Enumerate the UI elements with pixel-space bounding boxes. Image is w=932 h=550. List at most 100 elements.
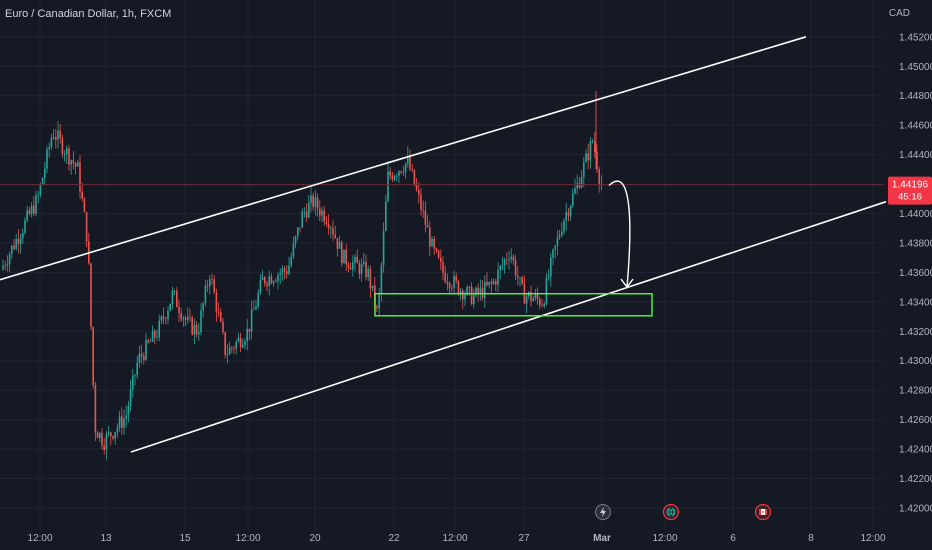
candle-body [499,266,501,271]
candle-body [173,290,176,292]
candle-body [521,277,523,285]
curved-arrow[interactable] [608,180,631,288]
candle-body [140,353,143,357]
candle-body [424,210,427,225]
candle-body [541,305,543,307]
candle-body [580,177,583,188]
candle-body [435,248,438,251]
candle-body [79,162,81,192]
x-tick-label: 12:00 [442,533,467,544]
candle-body [228,347,231,355]
support-zone[interactable] [374,293,653,317]
candle-body [266,283,268,286]
candle-body [314,197,317,207]
x-tick-label: 27 [518,533,530,544]
candle-body [17,238,20,244]
candle-body [176,290,178,308]
candle-body [420,194,422,210]
candle-body [41,177,44,185]
candle-body [365,261,367,278]
candle-body [305,211,308,218]
candle-body [233,347,235,349]
candle-body [191,317,193,335]
candle-body [352,262,354,270]
candle-body [508,258,510,260]
arrow-head [620,278,634,289]
candle-body [11,245,13,255]
candle-body [48,147,50,150]
candle-body [184,317,187,320]
candle-body [8,254,11,265]
candle-body [275,281,277,283]
candle-body [160,316,163,321]
candle-body [283,268,286,272]
candle-body [74,163,77,167]
candle-body [151,330,154,342]
candle-body [378,293,380,309]
x-tick-label: 12:00 [652,533,677,544]
candle-body [138,353,141,363]
candle-body [288,265,290,275]
candle-body [455,276,457,281]
candle-body [451,287,453,289]
candle-body [413,169,416,185]
candles[interactable] [2,91,603,460]
x-tick-label: 6 [730,533,736,544]
candle-body [391,175,394,180]
channel-lower-line[interactable] [130,200,887,453]
y-tick-label: 1.44800 [899,91,932,102]
candle-body [246,328,248,342]
candle-body [213,279,215,293]
globe-icon[interactable] [662,503,680,525]
candle-body [204,285,207,304]
candle-body [550,257,552,277]
candle-body [279,273,281,276]
drawings[interactable] [0,36,887,453]
candle-body [488,282,490,285]
candle-body [61,137,64,155]
flag-icon[interactable] [754,503,772,525]
candle-body [77,162,79,167]
lightning-icon[interactable] [595,504,611,525]
candle-body [534,294,537,299]
time-axis[interactable]: 12:00 13 15 12:00 20 22 12:00 27 Mar 12:00 6 8 12:00 [27,533,885,544]
candle-body [187,317,189,320]
candle-body [545,277,548,304]
candle-body [517,275,519,278]
candle-body [556,237,559,246]
candle-body [400,171,402,173]
candle-body [319,208,321,216]
channel-upper-line[interactable] [0,36,807,281]
price-badge-countdown: 45:16 [898,192,922,203]
candle-body [165,318,167,320]
candle-body [341,242,343,264]
candle-body [226,354,229,356]
candle-body [15,238,17,249]
candle-body [536,294,539,300]
candle-body [367,268,369,278]
candle-body [457,280,460,295]
candle-body [426,224,429,228]
candle-body [39,184,42,196]
y-tick-label: 1.42400 [899,445,932,456]
price-axis[interactable]: 1.45200 1.45000 1.44800 1.44600 1.44400 1.440… [899,32,932,514]
candle-body [345,249,347,265]
candle-body [244,341,246,346]
y-tick-label: 1.43600 [899,268,932,279]
candle-body [332,228,334,235]
candle-body [156,337,158,338]
candle-body [292,243,295,257]
candle-body [532,298,534,302]
candle-body [336,237,339,249]
candle-body [114,432,116,439]
candle-body [158,320,160,338]
candle-body [440,257,442,262]
candle-body [286,271,288,275]
candle-body [462,290,464,300]
candle-body [360,264,363,274]
candle-body [402,172,405,174]
candle-body [125,415,127,419]
candle-body [52,136,55,139]
